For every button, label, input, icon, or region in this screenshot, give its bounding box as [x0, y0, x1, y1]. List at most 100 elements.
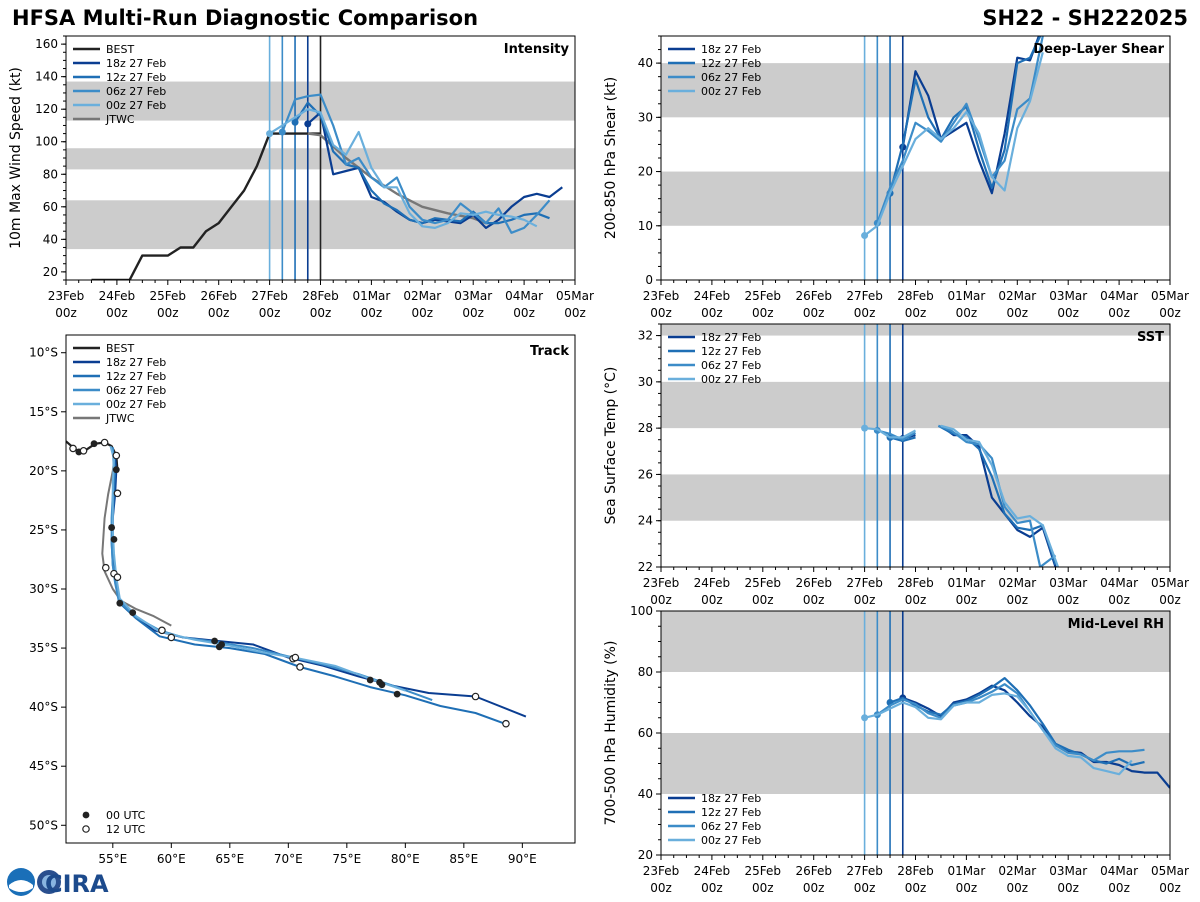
intensity-ytick-label: 20 [43, 265, 58, 279]
shear-ytick-label: 0 [645, 273, 653, 287]
sst-xtick-label-hour: 00z [956, 593, 978, 607]
rh-band-1 [661, 611, 1170, 672]
sst-legend-label: 06z 27 Feb [701, 359, 761, 372]
sst-xtick-label: 23Feb [643, 576, 680, 590]
sst-ytick-label: 26 [638, 467, 653, 481]
shear-xtick-label: 01Mar [947, 289, 985, 303]
intensity-xtick-label: 25Feb [150, 289, 187, 303]
shear-xtick-label-hour: 00z [701, 306, 723, 320]
intensity-xtick-label: 02Mar [403, 289, 441, 303]
shear-xtick-label: 05Mar [1151, 289, 1189, 303]
track-marker-12utc [296, 663, 304, 671]
intensity-xtick-label: 28Feb [302, 289, 339, 303]
track-ytick-label: 35°S [29, 641, 58, 655]
intensity-xtick-label-hour: 00z [157, 306, 179, 320]
track-marker-00utc [112, 466, 120, 474]
rh-xtick-label-hour: 00z [956, 881, 978, 895]
rh-xtick-label: 03Mar [1049, 864, 1087, 878]
shear-series-run06-0 [876, 36, 1044, 224]
track-marker-00utc [378, 681, 386, 689]
intensity-ytick-label: 120 [35, 102, 58, 116]
intensity-legend-label: 12z 27 Feb [106, 71, 166, 84]
track-ytick-label: 20°S [29, 464, 58, 478]
track-ytick-label: 25°S [29, 523, 58, 537]
sst-xtick-label-hour: 00z [803, 593, 825, 607]
intensity-xtick-label: 26Feb [200, 289, 237, 303]
shear-legend-label: 18z 27 Feb [701, 43, 761, 56]
track-frame [65, 334, 576, 844]
sst-xtick-label-hour: 00z [752, 593, 774, 607]
rh-xtick-label: 27Feb [846, 864, 883, 878]
track-xtick-label: 65°E [215, 852, 244, 866]
shear-xtick-label: 27Feb [846, 289, 883, 303]
intensity-series-run12-0 [294, 101, 550, 225]
track-legend-label: 00z 27 Feb [106, 398, 166, 411]
rh-xtick-label: 02Mar [998, 864, 1036, 878]
rh-series-run00-0 [864, 692, 1133, 776]
shear-xtick-label: 28Feb [897, 289, 934, 303]
noaa-logo-icon: CIRA [7, 868, 109, 898]
shear-series-run00-0 [863, 52, 1044, 237]
intensity-xtick-label-hour: 00z [361, 306, 383, 320]
sst-ytick-label: 24 [638, 514, 653, 528]
rh-legend-label: 12z 27 Feb [701, 806, 761, 819]
track-marker-12utc [113, 573, 122, 581]
intensity-ytick-label: 80 [43, 167, 58, 181]
logo-text: CIRA [45, 870, 109, 898]
sst-xtick-label-hour: 00z [1007, 593, 1029, 607]
track-marker-00utc [129, 609, 137, 617]
intensity-series-run06-0 [281, 93, 551, 234]
shear-ytick-label: 30 [638, 110, 653, 124]
shear-legend-label: 12z 27 Feb [701, 57, 761, 70]
track-ytick-label: 15°S [29, 405, 58, 419]
intensity-xtick-label-hour: 00z [259, 306, 281, 320]
intensity-xtick-label: 27Feb [251, 289, 288, 303]
track-legend-label: 12 UTC [106, 823, 146, 836]
rh-xtick-label: 26Feb [795, 864, 832, 878]
shear-xtick-label: 24Feb [694, 289, 731, 303]
sst-xtick-label-hour: 00z [701, 593, 723, 607]
intensity-start-point-run00 [266, 130, 274, 138]
sst-ytick-label: 32 [638, 329, 653, 343]
shear-legend-label: 00z 27 Feb [701, 85, 761, 98]
rh-xtick-label: 28Feb [897, 864, 934, 878]
rh-ytick-label: 100 [630, 604, 653, 618]
shear-xtick-label-hour: 00z [1057, 306, 1079, 320]
shear-xtick-label: 26Feb [795, 289, 832, 303]
shear-xtick-label-hour: 00z [1007, 306, 1029, 320]
sst-xtick-label: 04Mar [1100, 576, 1138, 590]
track-series-run06 [110, 447, 433, 702]
sst-xtick-label-hour: 00z [854, 593, 876, 607]
shear-band-0 [661, 171, 1170, 226]
rh-start-point-run00 [861, 714, 869, 722]
rh-legend-label: 00z 27 Feb [701, 834, 761, 847]
rh-xtick-label-hour: 00z [1159, 881, 1181, 895]
track-marker-12utc [69, 444, 77, 453]
intensity-start-point-run18 [304, 120, 312, 128]
shear-plot-area [661, 36, 1170, 280]
track-legend-label: JTWC [105, 412, 135, 425]
intensity-ytick-label: 100 [35, 135, 58, 149]
track-legend-marker-00utc [82, 811, 90, 819]
track-marker-12utc [167, 633, 176, 642]
track-marker-00utc [211, 637, 219, 645]
rh-xtick-label: 25Feb [745, 864, 782, 878]
shear-xtick-label-hour: 00z [1108, 306, 1130, 320]
sst-legend-label: 12z 27 Feb [701, 345, 761, 358]
track-xtick-label: 60°E [157, 852, 186, 866]
intensity-xtick-label: 01Mar [352, 289, 390, 303]
rh-series-run12-0 [889, 677, 1145, 767]
sst-legend-label: 00z 27 Feb [701, 373, 761, 386]
sst-band-0 [661, 474, 1170, 521]
rh-xtick-label: 04Mar [1100, 864, 1138, 878]
intensity-xtick-label: 23Feb [48, 289, 85, 303]
sst-xtick-label-hour: 00z [650, 593, 672, 607]
intensity-ytick-label: 160 [35, 37, 58, 51]
sst-xtick-label-hour: 00z [1108, 593, 1130, 607]
track-plot-area [66, 438, 527, 728]
track-marker-00utc [108, 524, 116, 531]
sst-xtick-label: 02Mar [998, 576, 1036, 590]
sst-ylabel: Sea Surface Temp (°C) [603, 367, 619, 525]
track-marker-12utc [113, 489, 122, 498]
